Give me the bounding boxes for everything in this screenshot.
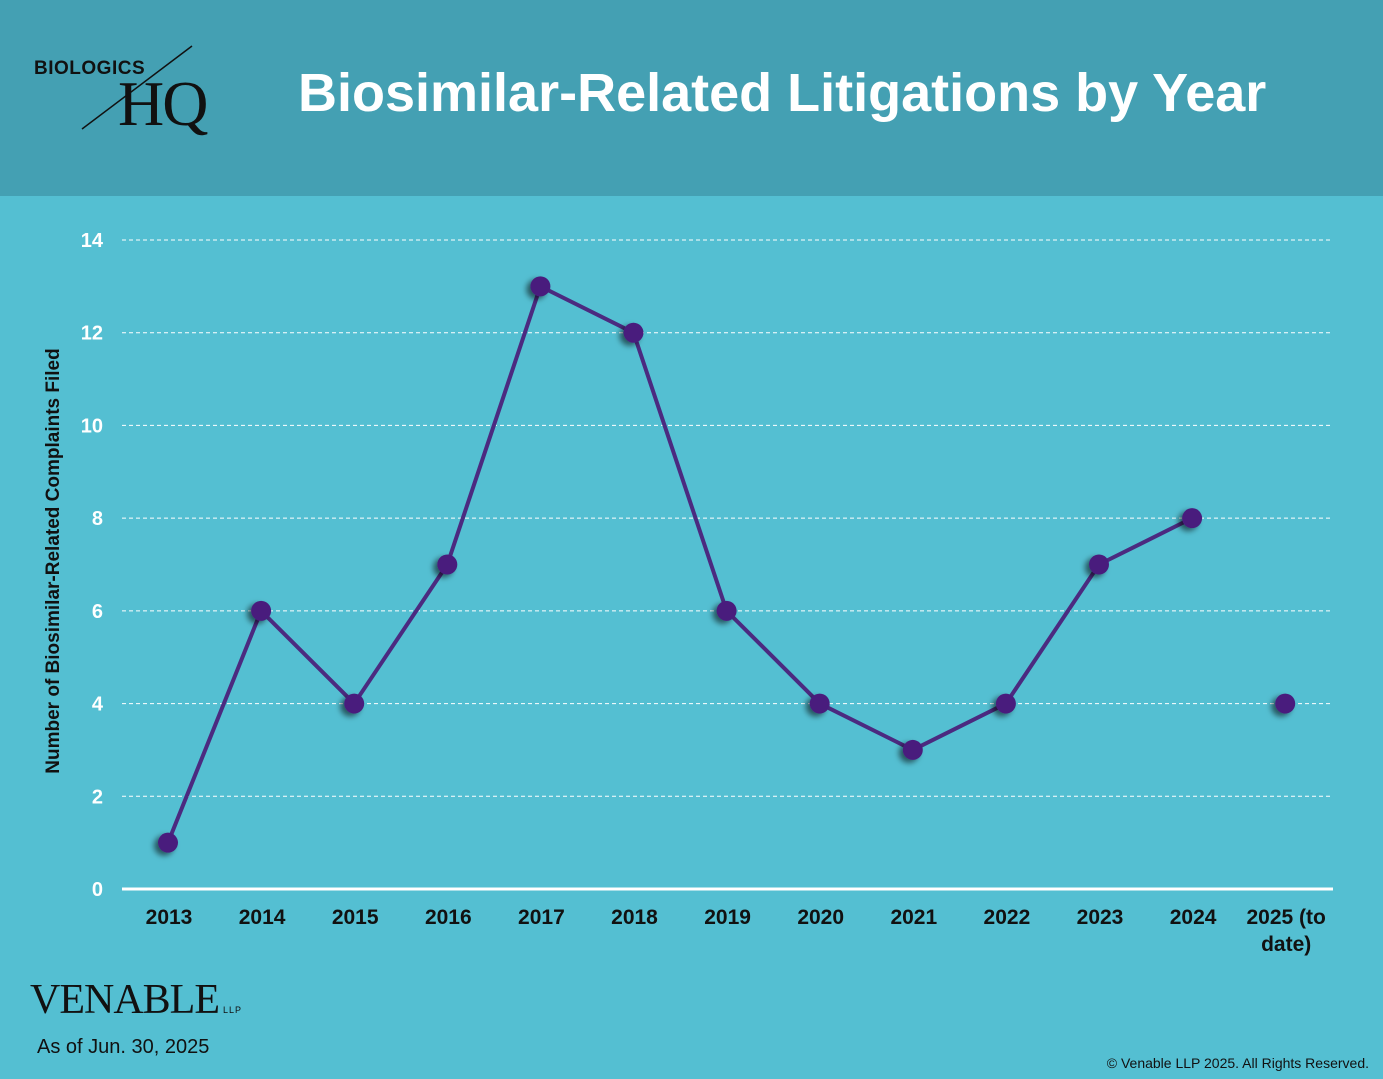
x-tick-label: 2015: [332, 906, 379, 929]
series-polyline: [166, 284, 1193, 844]
y-axis-label: Number of Biosimilar-Related Complaints …: [43, 348, 64, 773]
x-tick-label: 2022: [984, 906, 1031, 929]
y-tick-label: 12: [81, 323, 103, 345]
data-point: [902, 739, 923, 760]
x-tick-label: 2023: [1077, 906, 1124, 929]
data-point: [251, 600, 272, 621]
data-point: [809, 693, 830, 714]
y-tick-label: 6: [92, 601, 103, 623]
logo-slash-mark: [81, 45, 193, 130]
x-tick-label: 2020: [797, 906, 844, 929]
x-tick-label: 2019: [704, 906, 751, 929]
logo-hq-text: HQ: [118, 68, 208, 139]
logo-biologics-text: BIOLOGICS: [34, 58, 146, 79]
y-tick-label: 0: [92, 879, 103, 901]
copyright-notice: © Venable LLP 2025. All Rights Reserved.: [1106, 1055, 1369, 1071]
venable-logo: VENABLE LLP: [30, 976, 242, 1024]
data-point: [1182, 508, 1203, 529]
y-tick-label: 8: [92, 508, 103, 530]
y-tick-label: 14: [81, 230, 104, 252]
data-point: [623, 322, 644, 343]
data-point: [1089, 554, 1109, 575]
biologics-hq-logo: BIOLOGICS HQ: [30, 40, 250, 160]
x-tick-label: 2013: [146, 906, 193, 929]
x-tick-label: 2017: [518, 906, 565, 929]
x-tick-label: 2018: [611, 906, 658, 929]
line-chart: 0 2 4 6 8 10 12 14 2013 2014 2015 2016 2017 2018 2019…: [43, 230, 1333, 956]
header-banner: BIOLOGICS HQ Biosimilar-Related Litigati…: [0, 0, 1383, 196]
x-tick-label: 2014: [239, 906, 286, 929]
data-point: [995, 693, 1016, 714]
venable-brand-text: VENABLE: [30, 977, 220, 1023]
y-tick-label: 10: [81, 415, 103, 437]
y-tick-label: 4: [92, 694, 104, 716]
data-point: [158, 832, 178, 853]
data-point: [716, 600, 737, 621]
x-tick-label: 2025 (to date): [1247, 906, 1326, 956]
y-tick-label: 2: [92, 786, 103, 808]
x-tick-label: 2021: [890, 906, 937, 929]
as-of-date: As of Jun. 30, 2025: [37, 1036, 210, 1058]
series-line: [166, 284, 1193, 844]
page-title: Biosimilar-Related Litigations by Year: [298, 63, 1267, 123]
data-point: [1275, 693, 1296, 714]
x-tick-label: 2016: [425, 906, 472, 929]
y-axis-ticks: 0 2 4 6 8 10 12 14: [81, 230, 104, 901]
venable-llp-text: LLP: [222, 1005, 242, 1015]
data-point: [344, 693, 365, 714]
data-point: [437, 554, 458, 575]
series-points: [158, 276, 1296, 853]
data-point: [530, 276, 551, 297]
grid-lines: [122, 239, 1333, 891]
x-tick-label: 2024: [1170, 906, 1217, 929]
x-axis-ticks: 2013 2014 2015 2016 2017 2018 2019 2020 2021 2022…: [146, 906, 1326, 956]
